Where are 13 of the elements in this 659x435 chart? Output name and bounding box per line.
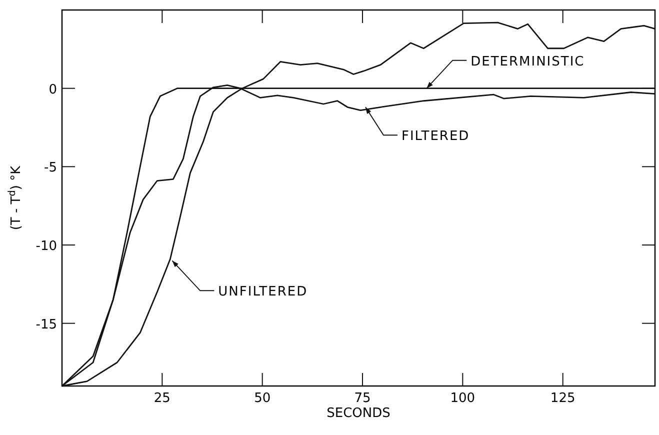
x-tick-label: 50 (254, 391, 271, 406)
x-tick-label: 125 (550, 391, 576, 406)
x-axis-title: SECONDS (326, 406, 390, 421)
annotation: UNFILTERED (218, 284, 308, 300)
y-tick-label: 0 (48, 82, 57, 98)
x-tick-label: 75 (354, 391, 371, 406)
annotation: FILTERED (402, 129, 470, 144)
x-tick-label: 25 (154, 391, 170, 406)
annotation: DETERMINISTIC (470, 54, 585, 70)
y-tick-label: -15 (36, 317, 57, 332)
y-tick-label: -5 (44, 160, 57, 176)
x-tick-label: 100 (450, 391, 476, 406)
y-tick-label: -10 (36, 239, 57, 254)
